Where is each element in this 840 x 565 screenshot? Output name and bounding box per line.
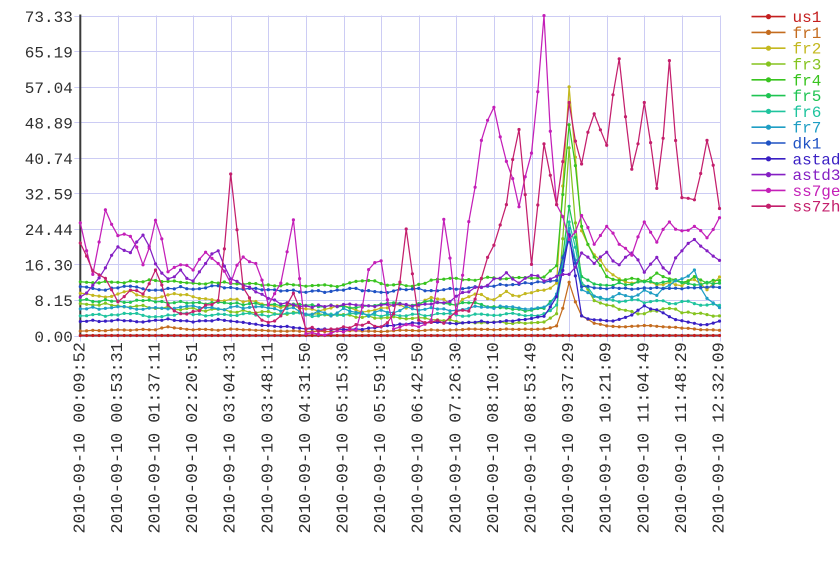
svg-text:2010-09-10 05:59:10: 2010-09-10 05:59:10 — [372, 342, 391, 533]
svg-text:2010-09-10 07:26:30: 2010-09-10 07:26:30 — [447, 342, 466, 533]
svg-text:2010-09-10 05:15:30: 2010-09-10 05:15:30 — [335, 342, 354, 533]
svg-text:2010-09-10 11:04:49: 2010-09-10 11:04:49 — [635, 342, 654, 533]
svg-text:2010-09-10 00:53:31: 2010-09-10 00:53:31 — [109, 342, 128, 533]
svg-text:2010-09-10 03:48:11: 2010-09-10 03:48:11 — [259, 342, 278, 533]
svg-text:73.33: 73.33 — [25, 9, 73, 27]
svg-text:65.19: 65.19 — [25, 44, 73, 62]
svg-text:24.44: 24.44 — [25, 222, 73, 240]
svg-text:2010-09-10 00:09:52: 2010-09-10 00:09:52 — [71, 342, 90, 533]
svg-text:57.04: 57.04 — [25, 80, 73, 98]
svg-text:32.59: 32.59 — [25, 187, 73, 205]
svg-text:2010-09-10 06:42:50: 2010-09-10 06:42:50 — [410, 342, 429, 533]
svg-text:ss7zh: ss7zh — [793, 199, 840, 217]
svg-text:2010-09-10 10:21:09: 2010-09-10 10:21:09 — [598, 342, 617, 533]
svg-text:2010-09-10 08:53:49: 2010-09-10 08:53:49 — [523, 342, 542, 533]
svg-text:2010-09-10 09:37:29: 2010-09-10 09:37:29 — [560, 342, 579, 533]
svg-text:0.00: 0.00 — [34, 329, 72, 347]
svg-text:2010-09-10 03:04:31: 2010-09-10 03:04:31 — [222, 342, 241, 533]
svg-text:2010-09-10 12:32:09: 2010-09-10 12:32:09 — [711, 342, 730, 533]
svg-text:16.30: 16.30 — [25, 258, 73, 276]
svg-text:48.89: 48.89 — [25, 116, 73, 134]
svg-text:40.74: 40.74 — [25, 151, 73, 169]
svg-text:2010-09-10 11:48:29: 2010-09-10 11:48:29 — [673, 342, 692, 533]
svg-text:2010-09-10 01:37:11: 2010-09-10 01:37:11 — [147, 342, 166, 533]
svg-text:2010-09-10 02:20:51: 2010-09-10 02:20:51 — [184, 342, 203, 533]
svg-text:2010-09-10 04:31:50: 2010-09-10 04:31:50 — [297, 342, 316, 533]
svg-text:8.15: 8.15 — [34, 293, 72, 311]
svg-text:2010-09-10 08:10:10: 2010-09-10 08:10:10 — [485, 342, 504, 533]
